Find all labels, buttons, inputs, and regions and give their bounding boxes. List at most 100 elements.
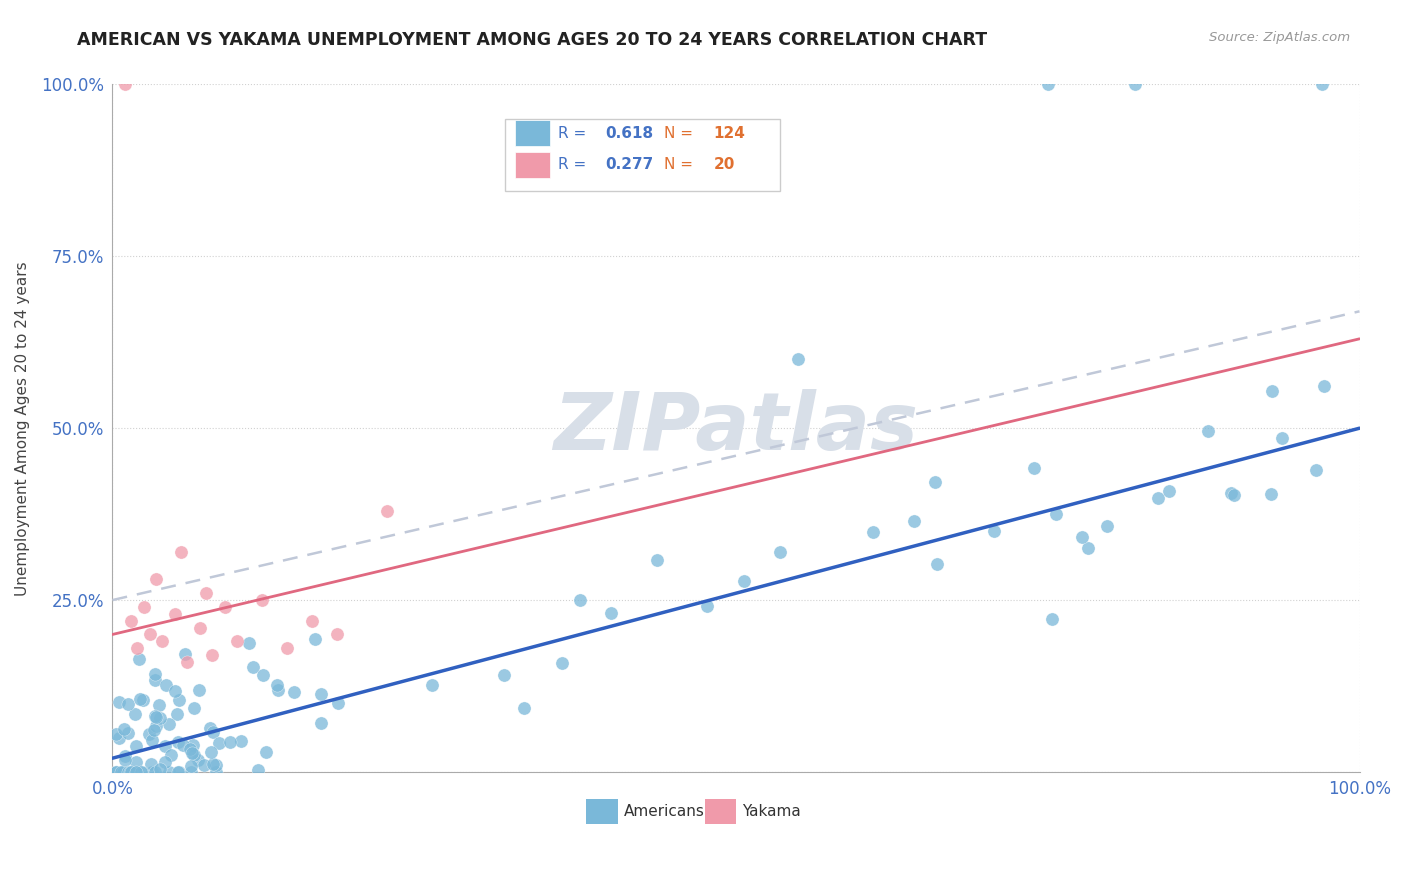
Text: Source: ZipAtlas.com: Source: ZipAtlas.com bbox=[1209, 31, 1350, 45]
Point bbox=[155, 678, 177, 692]
Point bbox=[247, 763, 270, 777]
FancyBboxPatch shape bbox=[505, 119, 779, 191]
Text: 124: 124 bbox=[713, 126, 745, 141]
Point bbox=[1261, 384, 1284, 399]
Point bbox=[1123, 78, 1146, 92]
Point bbox=[172, 739, 194, 753]
Point bbox=[111, 764, 134, 779]
Point bbox=[167, 764, 190, 779]
Point bbox=[105, 764, 128, 779]
Point bbox=[647, 553, 669, 567]
Point bbox=[304, 632, 326, 647]
Text: R =: R = bbox=[558, 158, 591, 172]
Point bbox=[180, 764, 202, 779]
Point bbox=[1077, 541, 1099, 556]
Point bbox=[187, 753, 209, 767]
Point bbox=[110, 764, 132, 779]
Point bbox=[1197, 424, 1219, 438]
Point bbox=[114, 753, 136, 767]
Point bbox=[141, 764, 163, 779]
Point bbox=[205, 757, 228, 772]
Point bbox=[513, 700, 536, 714]
Point bbox=[132, 599, 155, 614]
Point bbox=[214, 599, 236, 614]
Point bbox=[143, 673, 166, 687]
Point bbox=[569, 592, 592, 607]
Point bbox=[903, 514, 925, 528]
Point bbox=[983, 524, 1005, 538]
Point bbox=[125, 739, 148, 753]
Point bbox=[1036, 78, 1059, 92]
Point bbox=[183, 700, 205, 714]
Point bbox=[925, 557, 948, 571]
Point bbox=[600, 607, 623, 621]
Point bbox=[862, 524, 884, 539]
Point bbox=[120, 764, 142, 779]
Point bbox=[143, 723, 166, 737]
Point bbox=[205, 764, 228, 779]
Point bbox=[1313, 379, 1336, 393]
Point bbox=[114, 748, 136, 763]
Point bbox=[208, 735, 231, 749]
Point bbox=[120, 614, 142, 628]
Point bbox=[200, 745, 222, 759]
Point bbox=[198, 721, 221, 735]
Text: 0.277: 0.277 bbox=[605, 158, 654, 172]
Point bbox=[131, 764, 153, 779]
Text: N =: N = bbox=[664, 158, 697, 172]
Text: 20: 20 bbox=[713, 158, 735, 172]
Text: ZIPatlas: ZIPatlas bbox=[554, 389, 918, 467]
Point bbox=[115, 764, 138, 779]
Point bbox=[157, 764, 180, 779]
Point bbox=[150, 634, 173, 648]
Point bbox=[254, 745, 277, 759]
Bar bbox=[515, 120, 550, 146]
Point bbox=[201, 756, 224, 771]
Point bbox=[118, 764, 141, 779]
Point bbox=[733, 574, 755, 588]
Point bbox=[114, 78, 136, 92]
Point bbox=[1157, 483, 1180, 498]
Bar bbox=[586, 799, 617, 823]
Text: N =: N = bbox=[664, 126, 697, 141]
Point bbox=[117, 726, 139, 740]
Y-axis label: Unemployment Among Ages 20 to 24 years: Unemployment Among Ages 20 to 24 years bbox=[15, 260, 30, 596]
Point bbox=[276, 641, 298, 656]
Point bbox=[160, 748, 183, 763]
Point bbox=[309, 716, 332, 731]
Point bbox=[145, 573, 167, 587]
Point bbox=[153, 739, 176, 753]
Point bbox=[326, 627, 349, 641]
Point bbox=[551, 656, 574, 670]
Point bbox=[141, 733, 163, 747]
Point bbox=[107, 695, 129, 709]
Point bbox=[266, 678, 288, 692]
Point bbox=[181, 738, 204, 752]
Point bbox=[114, 764, 136, 779]
Point bbox=[229, 734, 252, 748]
Point bbox=[250, 593, 273, 607]
Point bbox=[201, 725, 224, 739]
Point bbox=[176, 655, 198, 669]
Point bbox=[1071, 529, 1094, 543]
Point bbox=[181, 746, 204, 760]
Point bbox=[163, 607, 186, 621]
Bar bbox=[515, 152, 550, 178]
Point bbox=[787, 352, 810, 367]
Point bbox=[138, 727, 160, 741]
Point bbox=[242, 660, 264, 674]
Point bbox=[174, 647, 197, 661]
Point bbox=[1146, 491, 1168, 505]
Point bbox=[128, 691, 150, 706]
Point bbox=[120, 764, 142, 779]
Point bbox=[149, 762, 172, 776]
Point bbox=[170, 545, 193, 559]
Point bbox=[1040, 612, 1063, 626]
Point bbox=[1305, 463, 1327, 477]
Point bbox=[219, 735, 242, 749]
Text: R =: R = bbox=[558, 126, 591, 141]
Point bbox=[180, 758, 202, 772]
Point bbox=[194, 586, 217, 600]
Point bbox=[494, 668, 516, 682]
Point bbox=[117, 764, 139, 779]
